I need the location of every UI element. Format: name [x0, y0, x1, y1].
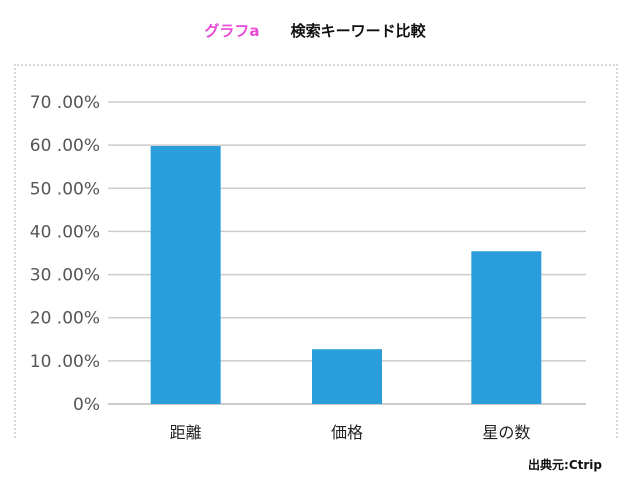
x-tick-label: 星の数 [482, 423, 530, 442]
y-tick-label: 20 .00% [30, 309, 100, 329]
bar [150, 146, 221, 404]
y-tick-label: 0% [73, 395, 100, 415]
y-tick-label: 60 .00% [30, 136, 100, 156]
chart-tag: グラフa [204, 22, 260, 40]
y-tick-label: 40 .00% [30, 222, 100, 242]
chart-frame [14, 64, 618, 438]
y-tick-label: 30 .00% [30, 266, 100, 286]
x-tick-label: 価格 [331, 423, 363, 442]
bar [312, 349, 382, 404]
source-note: 出典元:Ctrip [528, 458, 602, 472]
y-tick-label: 10 .00% [30, 352, 100, 372]
y-tick-label: 50 .00% [30, 179, 100, 199]
bar [471, 251, 542, 404]
x-tick-label: 距離 [170, 423, 202, 442]
chart-title: 検索キーワード比較 [290, 22, 426, 40]
y-tick-label: 70 .00% [30, 93, 100, 113]
chart-title-row: グラフa 検索キーワード比較 [0, 20, 630, 41]
